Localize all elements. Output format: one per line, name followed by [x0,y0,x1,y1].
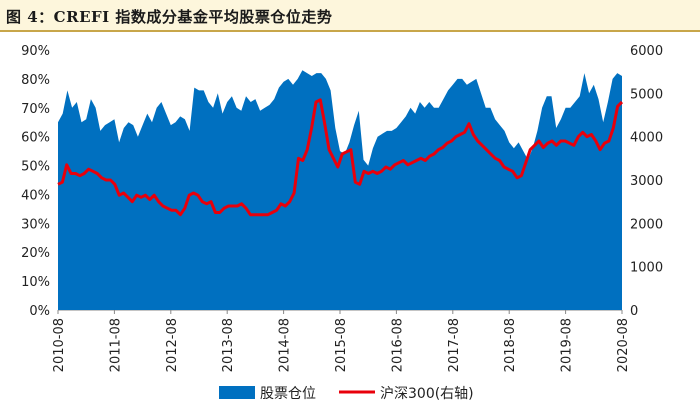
left-tick-label: 90% [21,44,50,59]
x-tick-label: 2014-08 [278,318,293,372]
position-area [58,70,622,310]
hs300-line-series [57,98,624,217]
x-tick-label: 2019-08 [560,318,575,372]
legend-label-position: 股票仓位 [260,386,316,402]
left-tick-label: 0% [29,304,50,319]
left-tick-label: 70% [21,102,50,117]
right-tick-label: 2000 [630,217,663,232]
x-tick-label: 2012-08 [165,318,180,372]
right-tick-label: 5000 [630,87,663,102]
x-tick-label: 2015-08 [334,318,349,372]
x-tick-label: 2011-08 [108,318,123,372]
left-axis-ticks: 0% 10% 20% 30% 40% 50% 60% 70% 80% 90% [21,44,50,319]
left-tick-label: 30% [21,217,50,232]
left-tick-label: 10% [21,275,50,290]
figure-title-bar: 图 4：CREFI 指数成分基金平均股票仓位走势 [0,0,700,32]
position-area-series [58,70,622,310]
right-tick-label: 6000 [630,44,663,59]
figure-title: 图 4：CREFI 指数成分基金平均股票仓位走势 [6,8,333,26]
right-tick-label: 3000 [630,174,663,189]
right-tick-label: 1000 [630,261,663,276]
right-tick-label: 4000 [630,131,663,146]
x-tick-label: 2020-08 [616,318,631,372]
x-tick-label: 2013-08 [221,318,236,372]
x-tick-label: 2018-08 [503,318,518,372]
x-tick-label: 2010-08 [52,318,67,372]
legend-label-hs300: 沪深300(右轴) [380,386,474,402]
right-tick-label: 0 [630,304,638,319]
x-axis-ticks: 2010-08 2011-08 2012-08 2013-08 2014-08 2015-… [52,310,631,372]
left-tick-label: 40% [21,188,50,203]
right-axis-ticks: 0 1000 2000 3000 4000 5000 6000 [630,44,663,319]
hs300-line [57,98,624,217]
left-tick-label: 20% [21,246,50,261]
x-tick-label: 2017-08 [447,318,462,372]
left-tick-label: 80% [21,73,50,88]
x-tick-label: 2016-08 [390,318,405,372]
legend: 股票仓位 沪深300(右轴) [219,386,474,402]
left-tick-label: 60% [21,131,50,146]
left-tick-label: 50% [21,160,50,175]
legend-swatch-position [219,386,255,399]
